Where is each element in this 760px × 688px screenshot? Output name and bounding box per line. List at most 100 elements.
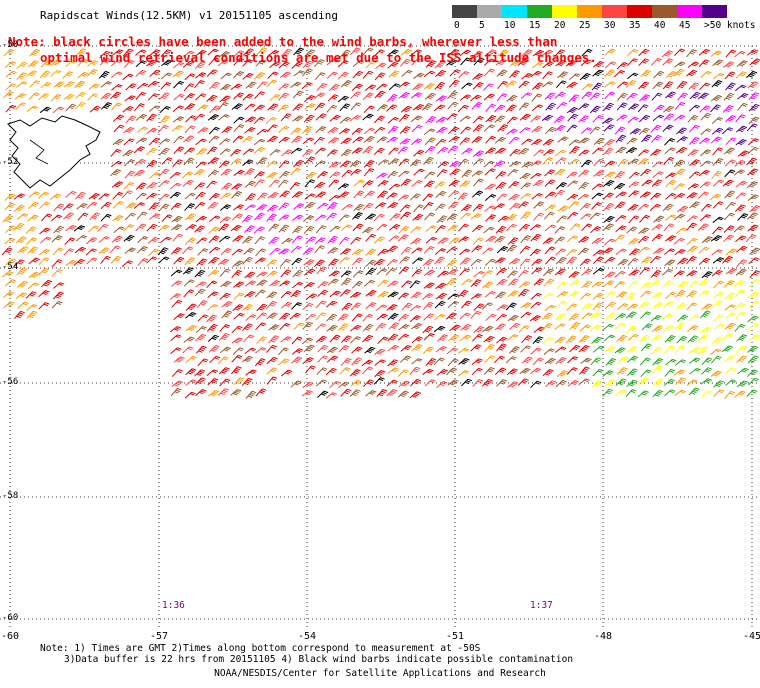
wind-barb xyxy=(650,334,662,342)
wind-barb xyxy=(664,259,676,267)
wind-barb xyxy=(340,388,352,397)
wind-barb xyxy=(567,380,579,387)
wind-barb xyxy=(389,224,401,231)
wind-barb xyxy=(269,149,281,156)
wind-barb xyxy=(470,258,482,267)
wind-barb xyxy=(304,268,316,276)
wind-barb xyxy=(377,248,389,256)
wind-barb xyxy=(541,312,553,321)
wind-barb xyxy=(485,313,497,321)
wind-barb xyxy=(589,105,601,114)
wind-barb xyxy=(290,245,302,253)
wind-barb xyxy=(448,201,459,210)
wind-barb xyxy=(712,59,724,67)
wind-barb xyxy=(362,180,374,188)
wind-barb xyxy=(207,378,219,386)
wind-barb xyxy=(457,192,469,201)
wind-barb xyxy=(254,72,266,80)
wind-barb xyxy=(603,203,615,211)
wind-barb xyxy=(301,82,313,90)
wind-barb xyxy=(279,312,291,321)
wind-barb xyxy=(712,226,723,235)
wind-barb xyxy=(377,336,389,344)
wind-barb xyxy=(710,235,723,242)
wind-barb xyxy=(410,291,422,299)
wind-barb xyxy=(399,126,411,135)
wind-barb xyxy=(291,135,303,144)
wind-barb xyxy=(472,237,484,245)
wind-barb xyxy=(185,355,197,363)
wind-barb xyxy=(509,70,520,79)
wind-barb xyxy=(664,345,675,354)
wind-barb xyxy=(746,123,758,132)
wind-barb xyxy=(233,116,245,124)
wind-barb xyxy=(351,83,363,91)
wind-barb xyxy=(112,215,124,222)
wind-barb xyxy=(410,237,422,245)
wind-barb xyxy=(591,380,603,388)
wind-barb xyxy=(77,71,89,79)
wind-barb xyxy=(603,124,615,132)
wind-barb xyxy=(639,191,651,198)
wind-barb xyxy=(448,79,460,88)
wind-barb xyxy=(676,281,689,288)
wind-barb xyxy=(185,368,197,376)
wind-barb xyxy=(445,312,457,320)
wind-barb xyxy=(340,277,352,286)
wind-barb xyxy=(422,193,434,202)
wind-barb xyxy=(185,312,197,319)
wind-barb xyxy=(652,378,664,387)
wind-barb xyxy=(712,216,724,224)
wind-barb xyxy=(100,102,112,110)
wind-barb xyxy=(245,81,257,89)
wind-barb xyxy=(460,57,472,66)
legend-tick-label: 40 xyxy=(654,20,666,31)
wind-barb xyxy=(122,73,134,81)
wind-barb xyxy=(339,236,350,245)
wind-barb xyxy=(542,292,554,300)
wind-barb xyxy=(256,271,268,278)
wind-barb xyxy=(112,138,124,146)
wind-barb xyxy=(747,369,758,378)
wind-barb xyxy=(423,156,434,165)
wind-barb xyxy=(664,368,676,377)
wind-barb xyxy=(169,191,181,199)
wind-barb xyxy=(506,128,518,135)
wind-barb xyxy=(698,290,710,297)
wind-barb xyxy=(662,124,674,132)
wind-barb xyxy=(293,159,305,168)
wind-barb xyxy=(748,92,760,101)
wind-barb xyxy=(136,82,149,90)
wind-barb xyxy=(554,91,566,99)
wind-barb xyxy=(63,93,75,100)
wind-barb xyxy=(14,310,25,319)
wind-barb xyxy=(16,61,28,70)
wind-barb xyxy=(603,215,615,223)
wind-barb xyxy=(530,380,542,389)
wind-barb xyxy=(386,259,398,267)
wind-barb xyxy=(302,381,314,389)
wind-barb xyxy=(220,168,232,176)
wind-barb xyxy=(412,104,425,111)
wind-barb xyxy=(556,215,568,223)
wind-barb xyxy=(698,278,710,287)
wind-barb xyxy=(377,180,389,187)
wind-barb xyxy=(554,226,566,234)
wind-barb xyxy=(423,246,435,254)
wind-barb xyxy=(495,58,507,66)
wind-barb xyxy=(447,293,459,300)
wind-barb xyxy=(711,170,722,180)
wind-barb xyxy=(362,313,374,322)
wind-barb xyxy=(673,68,685,77)
wind-barb xyxy=(207,304,219,311)
wind-barb xyxy=(269,247,281,256)
wind-barb xyxy=(698,169,710,177)
wind-barb xyxy=(470,344,482,352)
wind-barb xyxy=(687,183,700,190)
wind-barb xyxy=(243,247,255,255)
wind-barb xyxy=(173,135,185,144)
wind-barb xyxy=(317,281,329,289)
wind-barb xyxy=(434,60,446,69)
map-title: Rapidscat Winds(12.5KM) v1 20151105 asce… xyxy=(40,9,339,22)
wind-barb xyxy=(737,102,748,111)
